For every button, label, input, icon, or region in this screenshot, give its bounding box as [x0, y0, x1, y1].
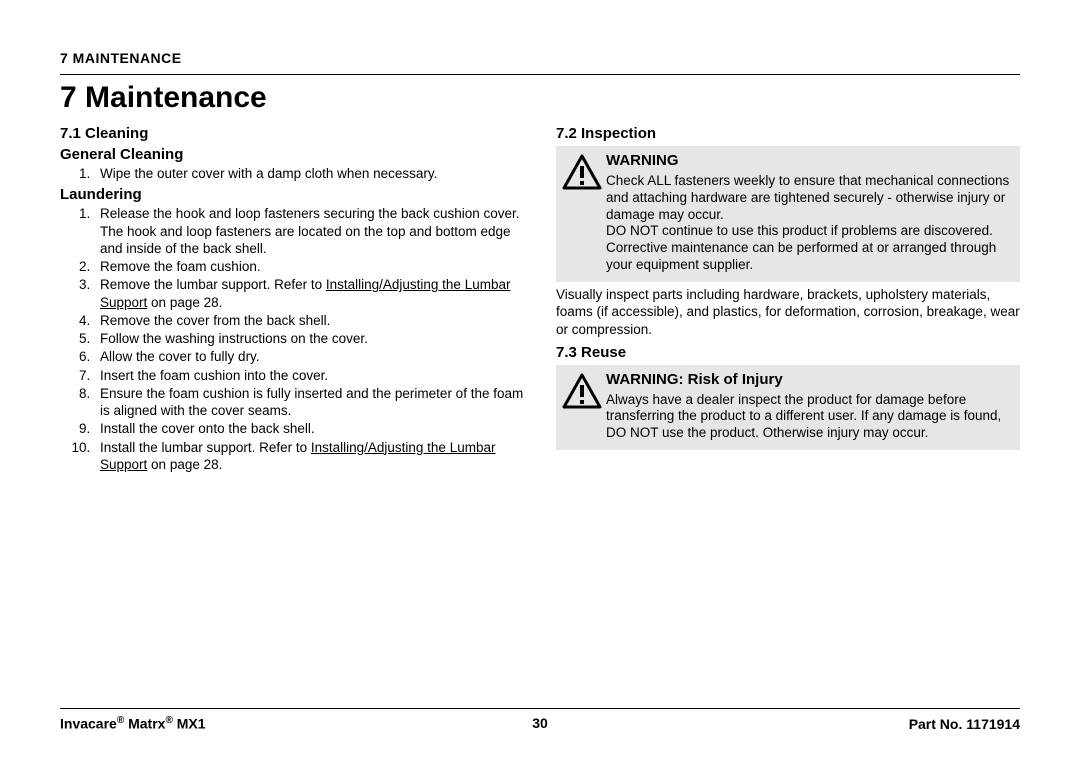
two-column-layout: 7.1 Cleaning General Cleaning Wipe the o…: [60, 123, 1020, 474]
heading-general-cleaning: General Cleaning: [60, 146, 524, 163]
heading-laundering: Laundering: [60, 186, 524, 203]
list-item: Release the hook and loop fasteners secu…: [94, 205, 524, 257]
footer-rule: [60, 708, 1020, 709]
list-item: Remove the foam cushion.: [94, 258, 524, 275]
list-item: Remove the lumbar support. Refer to Inst…: [94, 276, 524, 311]
top-rule: [60, 74, 1020, 75]
warning-icon: [562, 152, 606, 195]
warning-icon: [562, 371, 606, 414]
cross-reference: Installing/Adjusting the Lumbar Support: [100, 440, 495, 472]
list-item: Wipe the outer cover with a damp cloth w…: [94, 165, 524, 182]
right-column: 7.2 Inspection WARNING Check ALL fastene…: [556, 123, 1020, 474]
warning-paragraph: Always have a dealer inspect the product…: [606, 392, 1001, 441]
warning-text: WARNING Check ALL fasteners weekly to en…: [606, 152, 1010, 274]
chapter-title: 7 Maintenance: [60, 81, 1020, 115]
warning-box-reuse: WARNING: Risk of Injury Always have a de…: [556, 365, 1020, 450]
page-number: 30: [60, 715, 1020, 731]
list-item: Follow the washing instructions on the c…: [94, 330, 524, 347]
inspection-body: Visually inspect parts including hardwar…: [556, 286, 1020, 338]
footer-row: Invacare® Matrx® MX1 30 Part No. 1171914: [60, 715, 1020, 732]
page: 7 MAINTENANCE 7 Maintenance 7.1 Cleaning…: [0, 0, 1080, 762]
list-item: Install the lumbar support. Refer to Ins…: [94, 439, 524, 474]
warning-paragraph: Check ALL fasteners weekly to ensure tha…: [606, 173, 1009, 222]
warning-text: WARNING: Risk of Injury Always have a de…: [606, 371, 1010, 442]
page-footer: Invacare® Matrx® MX1 30 Part No. 1171914: [60, 708, 1020, 732]
warning-box-inspection: WARNING Check ALL fasteners weekly to en…: [556, 146, 1020, 282]
running-header: 7 MAINTENANCE: [60, 50, 1020, 66]
heading-inspection: 7.2 Inspection: [556, 125, 1020, 142]
cross-reference: Installing/Adjusting the Lumbar Support: [100, 277, 510, 309]
laundering-list: Release the hook and loop fasteners secu…: [60, 205, 524, 473]
list-item: Install the cover onto the back shell.: [94, 420, 524, 437]
heading-reuse: 7.3 Reuse: [556, 344, 1020, 361]
warning-paragraph: DO NOT continue to use this product if p…: [606, 223, 996, 272]
left-column: 7.1 Cleaning General Cleaning Wipe the o…: [60, 123, 524, 474]
list-item: Allow the cover to fully dry.: [94, 348, 524, 365]
heading-cleaning: 7.1 Cleaning: [60, 125, 524, 142]
list-item: Remove the cover from the back shell.: [94, 312, 524, 329]
warning-title: WARNING: Risk of Injury: [606, 371, 1010, 390]
warning-title: WARNING: [606, 152, 1010, 171]
general-cleaning-list: Wipe the outer cover with a damp cloth w…: [60, 165, 524, 182]
list-item: Ensure the foam cushion is fully inserte…: [94, 385, 524, 420]
list-item: Insert the foam cushion into the cover.: [94, 367, 524, 384]
